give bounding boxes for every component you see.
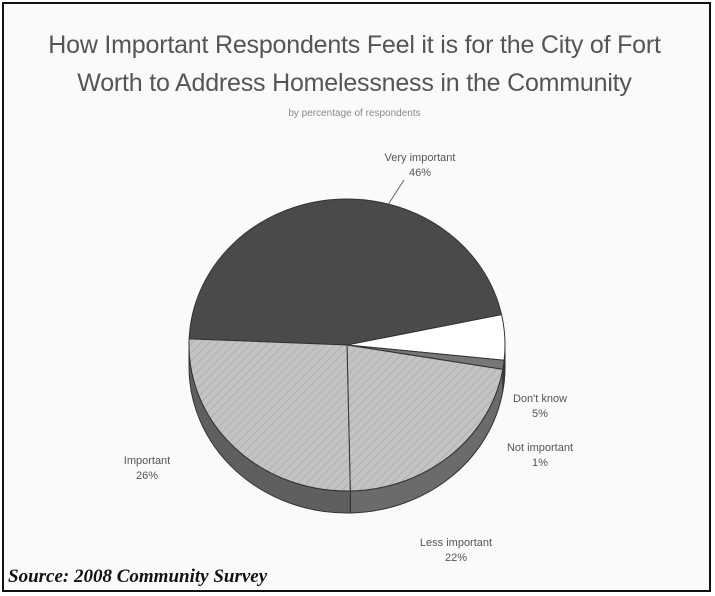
pie-slice-less-important [346,344,504,492]
value-important: 26% [136,470,158,482]
chart-title: How Important Respondents Feel it is for… [0,26,709,102]
value-very-important: 46% [409,167,431,179]
leader-line-very-important [388,179,405,205]
pie-slice-important [188,338,351,492]
label-less-important: Less important [420,537,492,549]
pie-slice-very-important [188,198,503,346]
pie-labels: Very important 46% Don't know 5% Not importa… [124,152,573,564]
source-note: Source: 2008 Community Survey [8,566,268,587]
label-not-important: Not important [507,442,573,454]
value-not-important: 1% [532,457,548,469]
chart-title-line-1: How Important Respondents Feel it is for… [48,31,661,59]
label-very-important: Very important [385,152,456,164]
value-less-important: 22% [445,552,467,564]
pie-top [188,198,506,492]
chart-title-line-2: Worth to Address Homelessness in the Com… [77,69,632,97]
label-important: Important [124,455,170,467]
label-don-t-know: Don't know [513,393,567,405]
value-don-t-know: 5% [532,408,548,420]
chart-subtitle: by percentage of respondents [288,108,421,119]
